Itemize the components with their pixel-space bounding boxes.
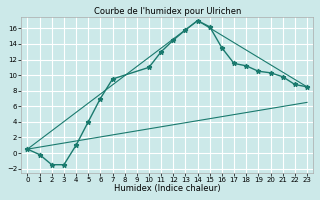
Title: Courbe de l'humidex pour Ulrichen: Courbe de l'humidex pour Ulrichen: [93, 7, 241, 16]
X-axis label: Humidex (Indice chaleur): Humidex (Indice chaleur): [114, 184, 220, 193]
